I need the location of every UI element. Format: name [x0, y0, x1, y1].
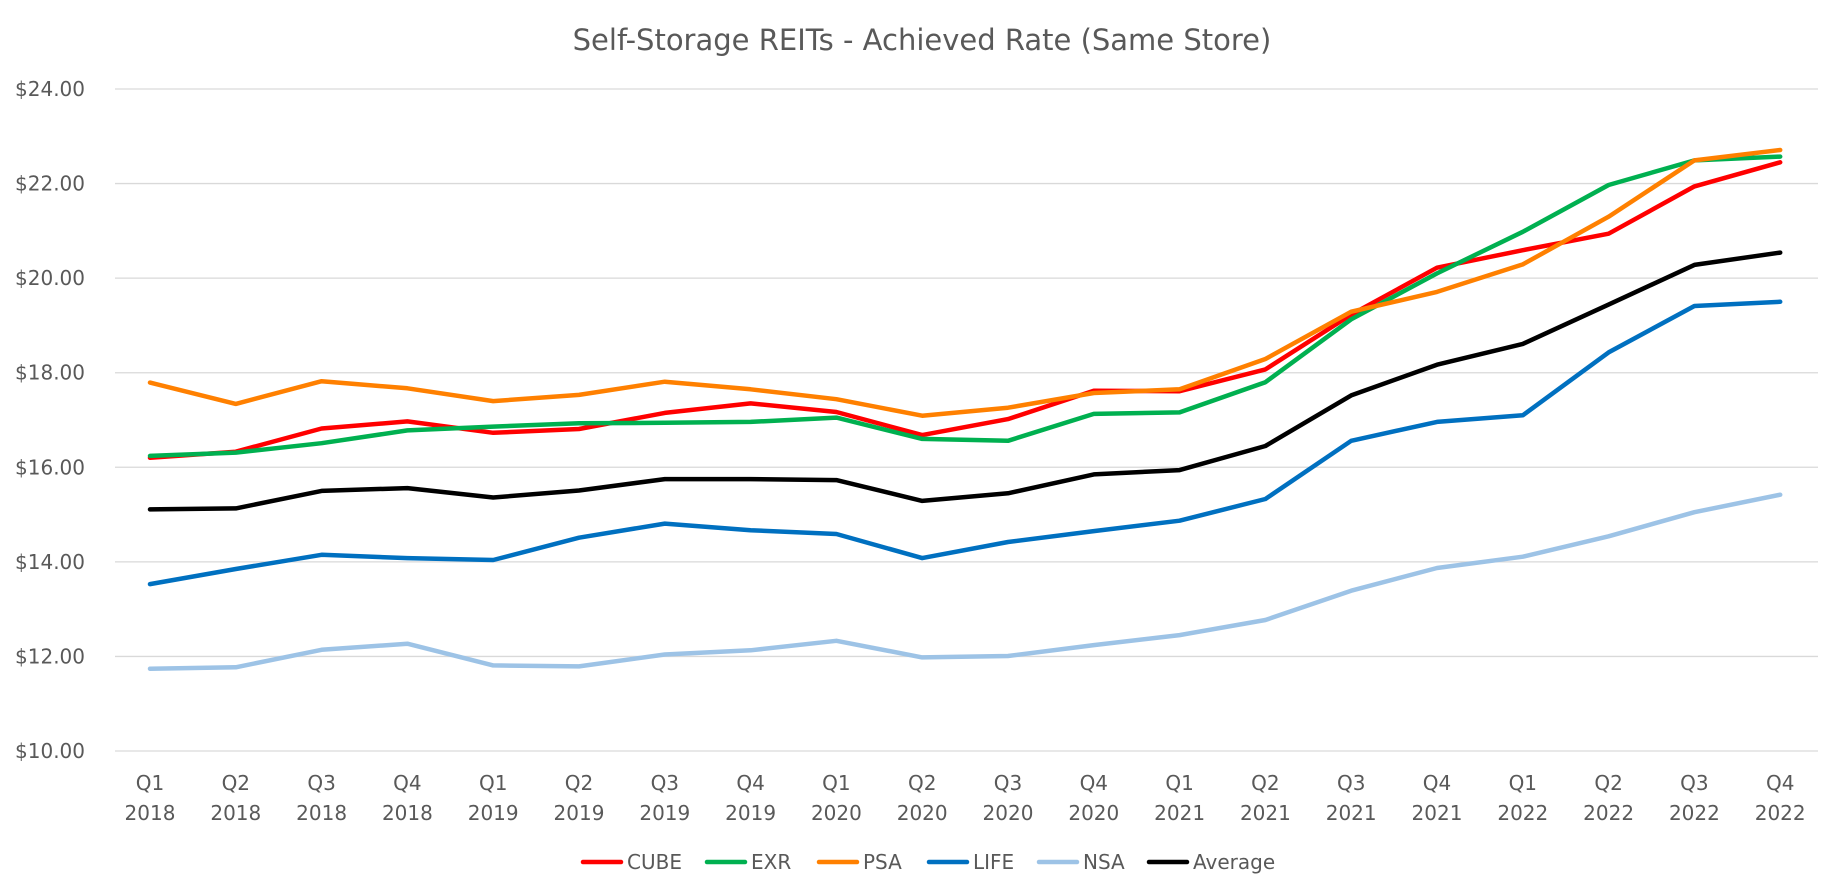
x-tick-label-year: 2019: [725, 801, 776, 825]
legend-label: Average: [1193, 850, 1275, 874]
legend-item-cube[interactable]: CUBE: [580, 850, 682, 874]
x-tick-label-year: 2018: [382, 801, 433, 825]
x-tick-label-year: 2019: [639, 801, 690, 825]
legend-item-nsa[interactable]: NSA: [1036, 850, 1125, 874]
x-tick-label-year: 2022: [1669, 801, 1720, 825]
x-tick-label-quarter: Q2: [908, 771, 936, 795]
x-tick-label-year: 2021: [1326, 801, 1377, 825]
legend-label: EXR: [751, 850, 791, 874]
x-tick-label-year: 2022: [1497, 801, 1548, 825]
x-tick-label-quarter: Q4: [1423, 771, 1451, 795]
x-tick-label-quarter: Q1: [136, 771, 164, 795]
x-tick-label-quarter: Q1: [1165, 771, 1193, 795]
x-tick-label-quarter: Q4: [1080, 771, 1108, 795]
x-tick-label-quarter: Q3: [651, 771, 679, 795]
y-tick-label: $20.00: [15, 266, 85, 290]
x-tick-label-quarter: Q1: [479, 771, 507, 795]
legend-label: NSA: [1083, 850, 1125, 874]
legend-label: PSA: [863, 850, 902, 874]
x-tick-label-year: 2018: [125, 801, 176, 825]
x-tick-label-quarter: Q4: [736, 771, 764, 795]
x-tick-label-year: 2019: [468, 801, 519, 825]
x-tick-label-quarter: Q2: [1251, 771, 1279, 795]
legend-item-life[interactable]: LIFE: [926, 850, 1014, 874]
legend-label: LIFE: [973, 850, 1014, 874]
x-tick-label-year: 2022: [1755, 801, 1806, 825]
x-tick-label-quarter: Q3: [994, 771, 1022, 795]
series-line-average: [147, 250, 1783, 512]
legend-item-average[interactable]: Average: [1146, 850, 1275, 874]
series-line-nsa: [147, 492, 1783, 671]
x-tick-label-quarter: Q4: [393, 771, 421, 795]
y-tick-label: $10.00: [15, 739, 85, 763]
x-tick-label-year: 2019: [554, 801, 605, 825]
y-tick-label: $16.00: [15, 455, 85, 479]
y-tick-label: $12.00: [15, 644, 85, 668]
x-tick-label-year: 2020: [1068, 801, 1119, 825]
x-tick-label-year: 2020: [811, 801, 862, 825]
x-tick-label-year: 2018: [296, 801, 347, 825]
series-line-psa: [147, 147, 1783, 418]
x-tick-label-quarter: Q2: [222, 771, 250, 795]
y-tick-label: $14.00: [15, 550, 85, 574]
series-line-exr: [147, 154, 1783, 459]
x-tick-label-quarter: Q3: [1337, 771, 1365, 795]
x-axis-ticks: Q1 2018 Q2 2018 Q3 2018 Q4 2018 Q1 2019 Q2 2019 Q3 20…: [125, 771, 1806, 825]
x-tick-label-quarter: Q3: [1680, 771, 1708, 795]
x-tick-label-quarter: Q2: [565, 771, 593, 795]
legend-item-psa[interactable]: PSA: [816, 850, 902, 874]
x-tick-label-quarter: Q1: [1509, 771, 1537, 795]
x-tick-label-year: 2020: [897, 801, 948, 825]
series-line-life: [147, 299, 1783, 587]
x-tick-label-year: 2018: [210, 801, 261, 825]
x-tick-label-quarter: Q4: [1766, 771, 1794, 795]
y-tick-label: $22.00: [15, 172, 85, 196]
series-line-cube: [147, 160, 1783, 461]
legend-item-exr[interactable]: EXR: [704, 850, 791, 874]
x-tick-label-quarter: Q1: [822, 771, 850, 795]
x-tick-label-year: 2021: [1154, 801, 1205, 825]
y-tick-label: $18.00: [15, 361, 85, 385]
chart-title: Self-Storage REITs - Achieved Rate (Same…: [573, 23, 1272, 57]
x-tick-label-year: 2021: [1240, 801, 1291, 825]
x-tick-label-year: 2020: [983, 801, 1034, 825]
x-tick-label-year: 2021: [1412, 801, 1463, 825]
legend[interactable]: CUBE EXR PSA LIFE NSA Average: [580, 850, 1275, 874]
gridlines: [115, 88, 1818, 752]
x-tick-label-quarter: Q3: [307, 771, 335, 795]
series-lines: [147, 147, 1783, 671]
legend-label: CUBE: [627, 850, 682, 874]
y-axis-ticks: $10.00 $12.00 $14.00 $16.00 $18.00 $20.00 $22.…: [15, 77, 85, 763]
y-tick-label: $24.00: [15, 77, 85, 101]
x-tick-label-year: 2022: [1583, 801, 1634, 825]
x-tick-label-quarter: Q2: [1594, 771, 1622, 795]
